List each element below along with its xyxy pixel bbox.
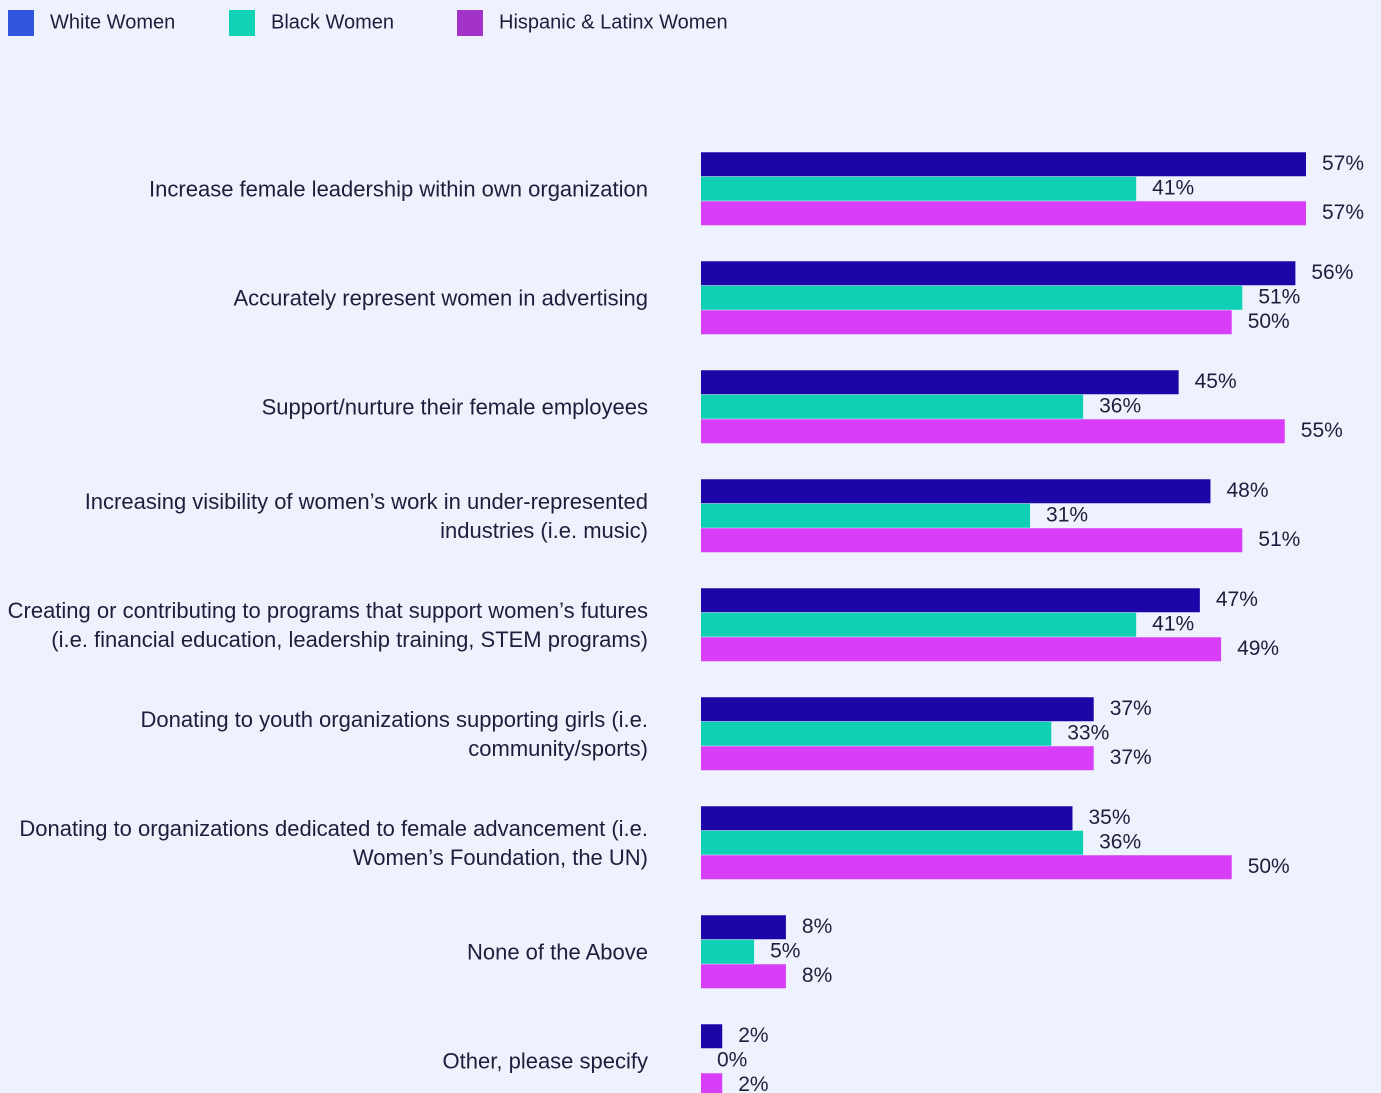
bar [701,152,1306,177]
value-label: 51% [1258,286,1300,309]
bar [701,1024,723,1049]
bar [701,285,1243,310]
bar [701,612,1137,637]
bar [701,721,1052,746]
value-label: 47% [1216,588,1258,611]
category-label: Increase female leadership within own or… [149,176,648,202]
value-label: 8% [802,915,832,938]
bar [701,419,1285,444]
bar [701,637,1222,662]
bar [701,394,1084,419]
bar [701,964,786,989]
category-label: Creating or contributing to programs tha… [7,598,648,652]
bar [701,830,1084,855]
value-label: 36% [1099,831,1141,854]
category-label: Support/nurture their female employees [261,394,648,420]
bar [701,806,1073,831]
bar [701,588,1200,613]
legend-swatch [229,10,255,36]
value-label: 31% [1046,504,1088,527]
bar [701,855,1232,880]
value-label: 56% [1311,261,1353,284]
legend-label: Black Women [271,11,394,33]
value-label: 37% [1110,746,1152,769]
bar [701,261,1296,286]
category-label: Accurately represent women in advertisin… [233,285,648,311]
category-label: Other, please specify [442,1048,648,1074]
category-label: Increasing visibility of women’s work in… [84,489,648,543]
legend-label: Hispanic & Latinx Women [499,11,728,33]
bar [701,503,1031,528]
legend-swatch [457,10,483,36]
value-label: 5% [770,940,800,963]
bar [701,746,1094,771]
value-label: 55% [1301,419,1343,442]
bar [701,697,1094,722]
value-label: 51% [1258,528,1300,551]
value-label: 50% [1248,310,1290,333]
value-label: 8% [802,964,832,987]
bar [701,370,1179,395]
value-label: 41% [1152,177,1194,200]
bar [701,528,1243,553]
legend-label: White Women [50,11,175,33]
value-label: 37% [1110,697,1152,720]
category-label: Donating to organizations dedicated to f… [19,816,648,870]
value-label: 45% [1195,370,1237,393]
value-label: 35% [1088,806,1130,829]
value-label: 36% [1099,395,1141,418]
value-label: 48% [1226,479,1268,502]
value-label: 0% [717,1049,747,1072]
category-label: Donating to youth organizations supporti… [140,707,648,761]
value-label: 41% [1152,613,1194,636]
value-label: 50% [1248,855,1290,878]
bar [701,479,1211,504]
value-label: 2% [738,1073,768,1093]
value-label: 57% [1322,152,1364,175]
bar [701,201,1306,226]
value-label: 57% [1322,201,1364,224]
bar [701,310,1232,335]
legend-swatch [8,10,34,36]
value-label: 2% [738,1024,768,1047]
bar [701,176,1137,201]
bar [701,915,786,940]
value-label: 33% [1067,722,1109,745]
bar [701,1073,723,1093]
value-label: 49% [1237,637,1279,660]
bar [701,939,755,964]
category-label: None of the Above [466,939,648,965]
